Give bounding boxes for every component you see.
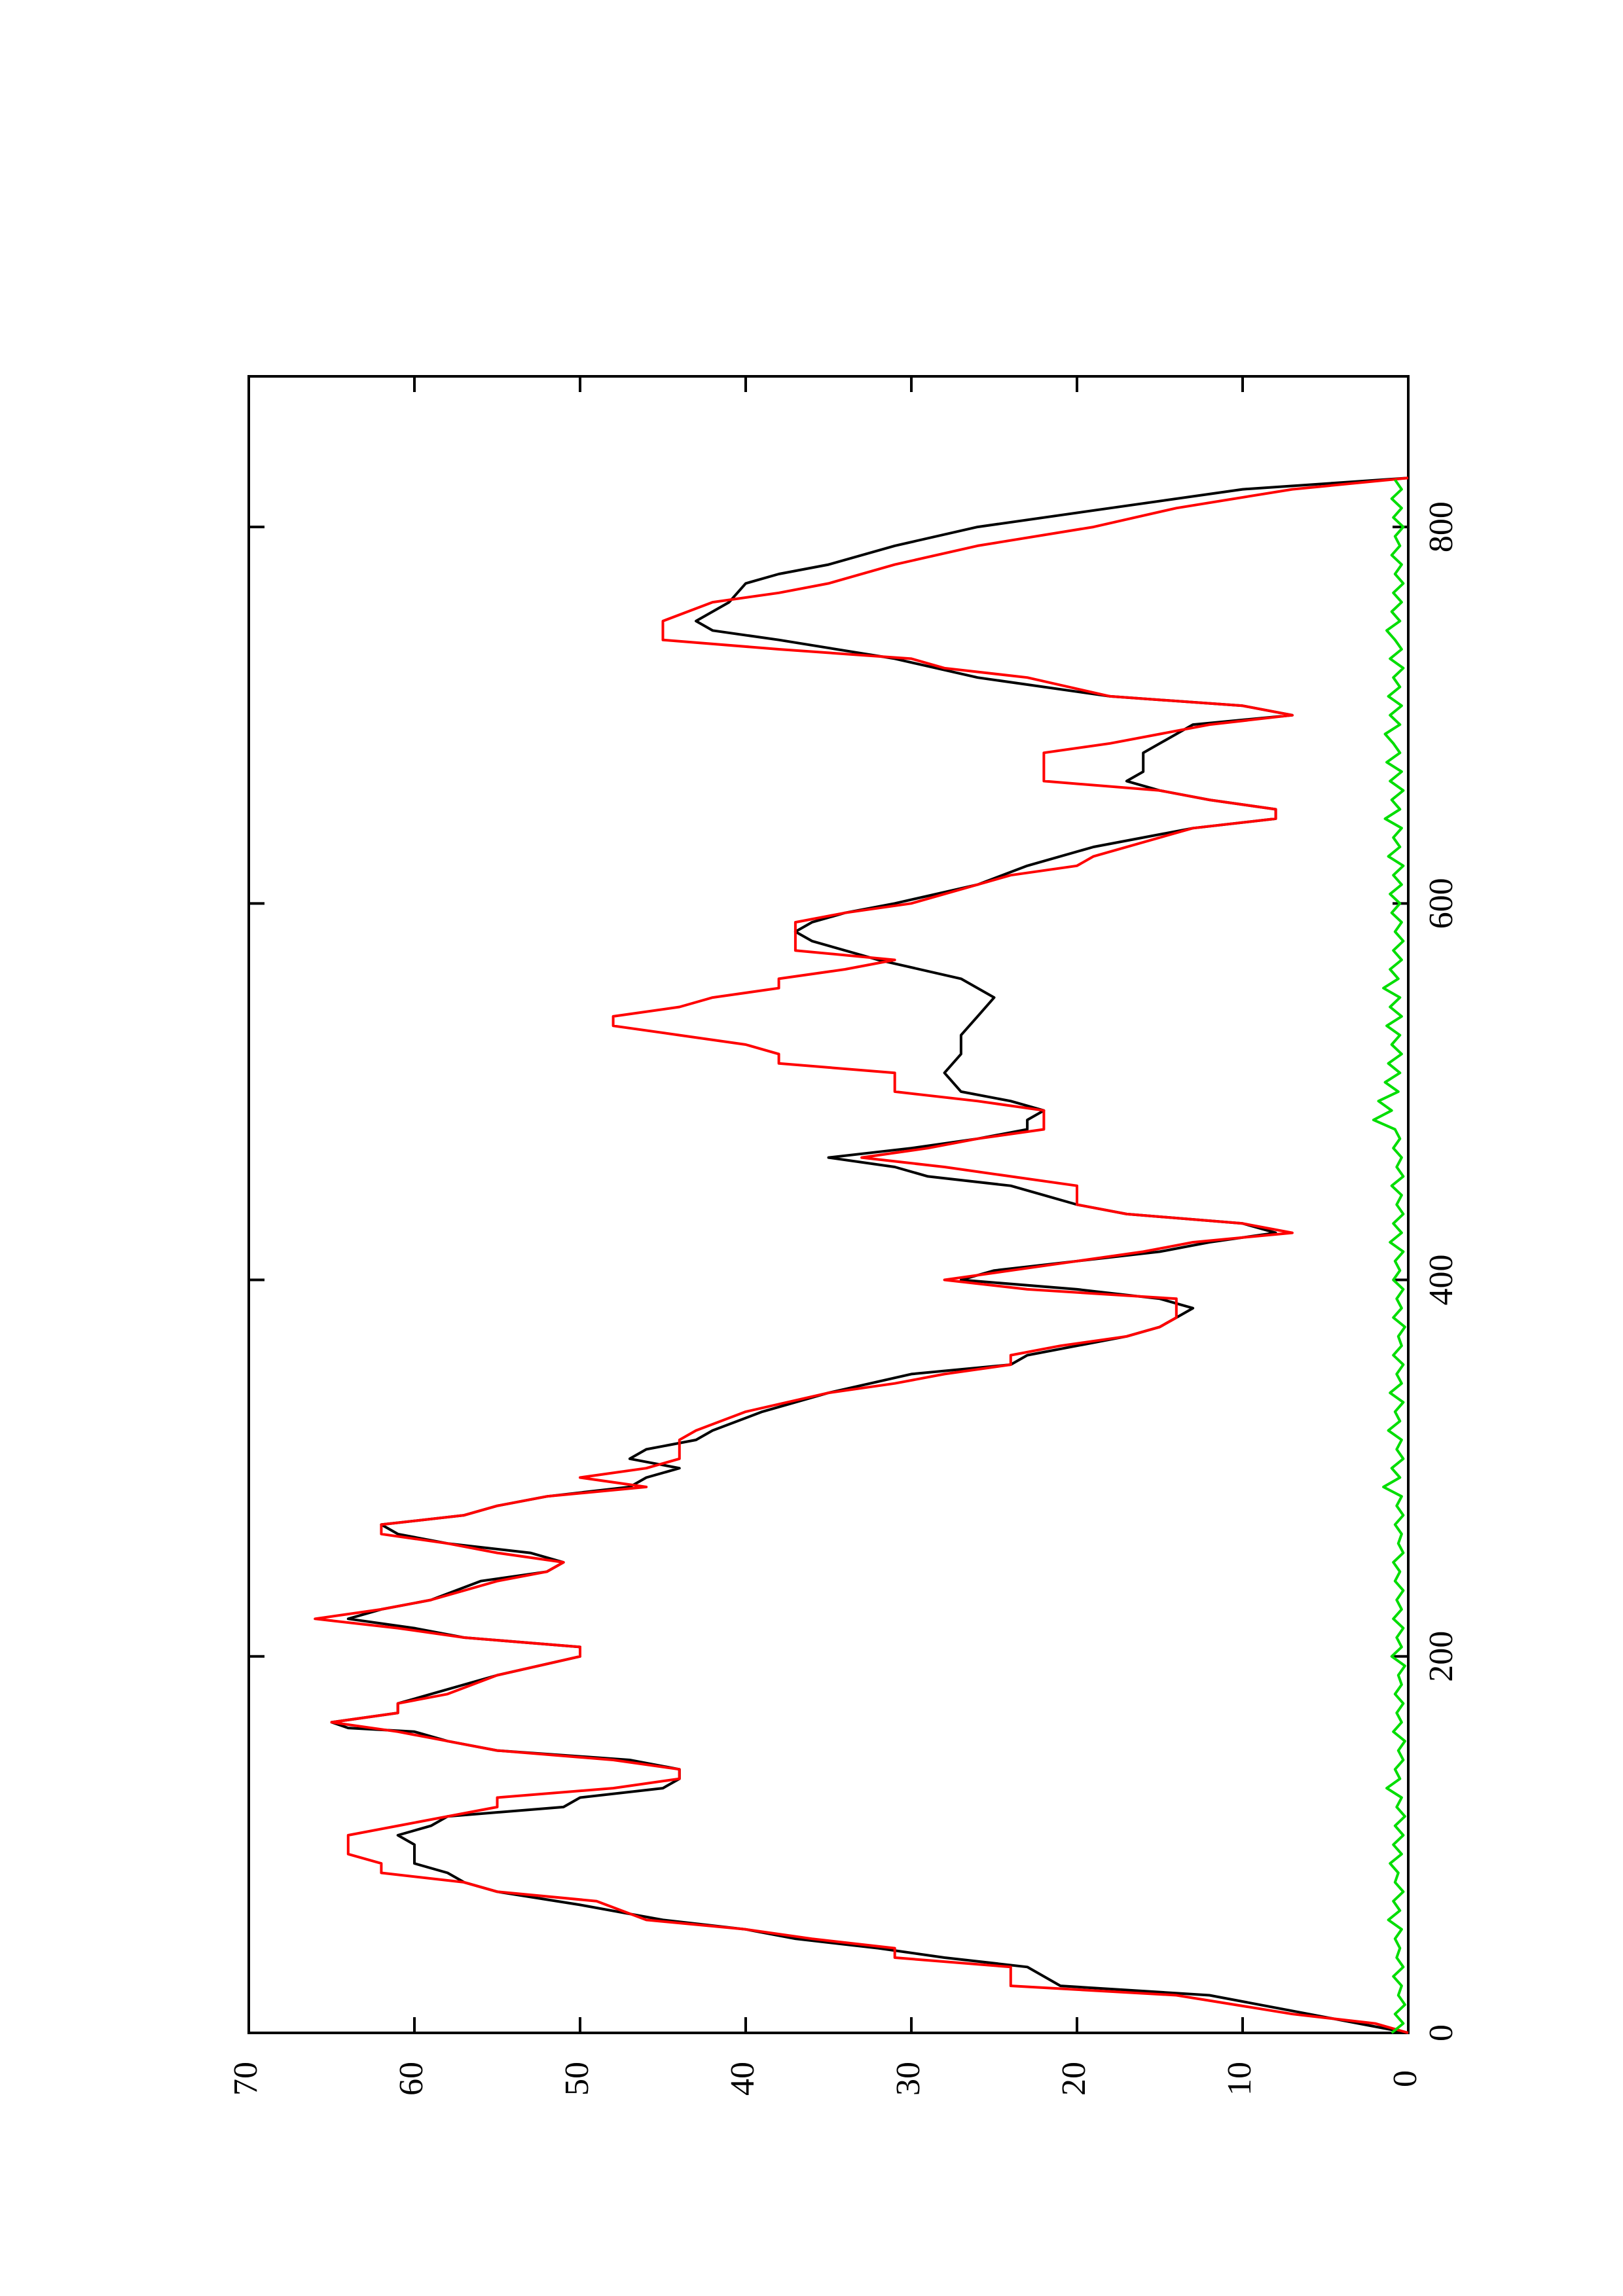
x-tick-label: 600 (1423, 878, 1460, 929)
x-tick-label: 200 (1423, 1631, 1460, 1682)
plot-frame (247, 375, 1410, 2034)
ticks (247, 376, 1410, 2034)
y-tick-label: 0 (1387, 2070, 1424, 2087)
y-tick-label: 30 (890, 2062, 927, 2096)
y-tick-label: 10 (1221, 2062, 1258, 2096)
y-tick-label: 60 (393, 2062, 430, 2096)
tick-labels: 0 200 400 600 800 0 10 20 30 40 50 60 70 (227, 501, 1460, 2096)
x-tick-label: 800 (1423, 501, 1460, 552)
y-tick-label: 50 (558, 2062, 596, 2096)
series-line-2 (314, 476, 1409, 2034)
series-line-1 (330, 476, 1409, 2034)
series-line-3 (1372, 479, 1406, 2034)
y-tick-label: 20 (1055, 2062, 1093, 2096)
x-tick-label: 0 (1423, 2024, 1460, 2041)
series-layer (314, 476, 1409, 2034)
x-tick-label: 400 (1423, 1255, 1460, 1306)
y-tick-label: 70 (227, 2062, 264, 2096)
y-tick-label: 40 (724, 2062, 761, 2096)
